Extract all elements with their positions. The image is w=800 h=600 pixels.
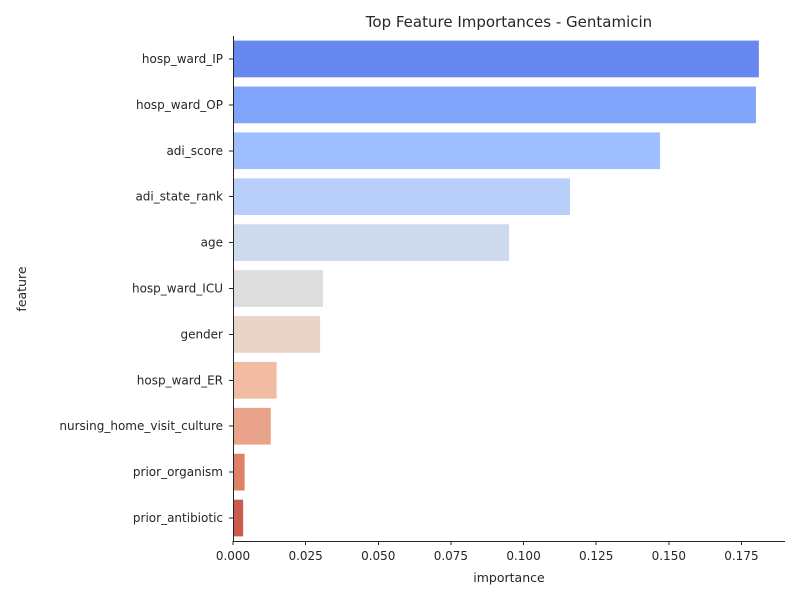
- y-tick-label: age: [201, 236, 223, 250]
- bar-adi_state_rank: [233, 178, 571, 216]
- x-tick-label: 0.175: [724, 549, 758, 563]
- bar-hosp_ward_ICU: [233, 270, 324, 307]
- bar-prior_organism: [233, 453, 245, 491]
- bar-adi_score: [233, 132, 661, 170]
- y-tick-label: hosp_ward_ICU: [132, 282, 223, 296]
- bars-group: [233, 40, 759, 537]
- x-tick-label: 0.050: [361, 549, 395, 563]
- chart-title: Top Feature Importances - Gentamicin: [365, 13, 652, 31]
- y-tick-label: adi_score: [166, 144, 223, 158]
- y-tick-label: hosp_ward_OP: [136, 98, 223, 112]
- y-tick-label: adi_state_rank: [135, 190, 223, 204]
- bar-age: [233, 224, 509, 261]
- y-tick-label: hosp_ward_IP: [142, 52, 223, 66]
- bar-hosp_ward_ER: [233, 361, 277, 399]
- y-tick-label: hosp_ward_ER: [137, 373, 223, 387]
- x-tick-label: 0.125: [579, 549, 613, 563]
- x-tick-label: 0.075: [434, 549, 468, 563]
- y-tick-label: prior_organism: [133, 465, 223, 479]
- bar-prior_antibiotic: [233, 499, 244, 537]
- x-tick-label: 0.025: [288, 549, 322, 563]
- bar-hosp_ward_OP: [233, 86, 756, 124]
- x-ticks: 0.000 0.025 0.050 0.075 0.100 0.125 0.150 0.175: [216, 541, 759, 563]
- bar-hosp_ward_IP: [233, 40, 759, 78]
- y-tick-label: gender: [180, 327, 223, 341]
- bar-gender: [233, 316, 321, 353]
- x-tick-label: 0.100: [506, 549, 540, 563]
- x-tick-label: 0.000: [216, 549, 250, 563]
- x-axis-label: importance: [473, 570, 545, 585]
- y-tick-labels: hosp_ward_IP hosp_ward_OP adi_score adi_sta…: [59, 52, 233, 525]
- x-tick-label: 0.150: [652, 549, 686, 563]
- y-tick-label: prior_antibiotic: [133, 511, 223, 525]
- bar-nursing_home_visit_culture: [233, 407, 271, 445]
- y-tick-label: nursing_home_visit_culture: [59, 419, 223, 433]
- y-axis-label: feature: [14, 266, 29, 311]
